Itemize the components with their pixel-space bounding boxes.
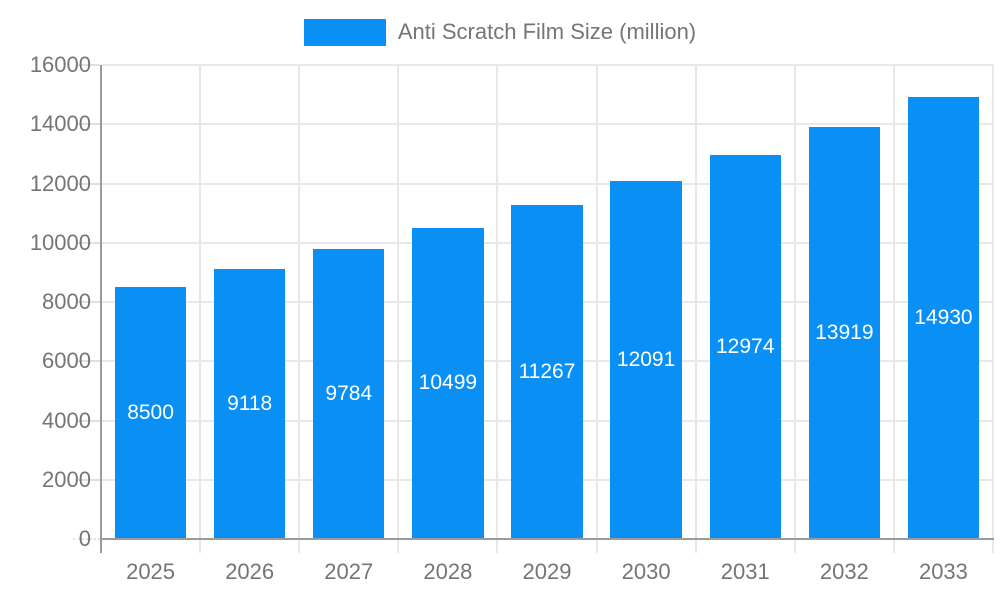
chart-legend[interactable]: Anti Scratch Film Size (million)	[0, 18, 1000, 46]
y-tick	[78, 123, 100, 126]
y-tick	[78, 360, 100, 363]
x-gridline	[694, 65, 697, 553]
x-gridline	[199, 65, 202, 553]
x-axis-label: 2029	[522, 559, 572, 584]
x-axis-label: 2032	[819, 559, 869, 584]
y-axis-label: 8000	[42, 289, 91, 314]
bar	[709, 154, 781, 539]
legend-label: Anti Scratch Film Size (million)	[397, 19, 697, 44]
bar-value-label: 14930	[914, 305, 973, 329]
y-tick	[78, 301, 100, 303]
bar-value-label: 12974	[716, 334, 775, 358]
bar	[114, 287, 187, 539]
x-axis-label: 2030	[621, 559, 671, 584]
y-gridline	[101, 123, 993, 126]
y-gridline	[101, 182, 993, 185]
bar	[907, 96, 980, 539]
bar-value-label: 10499	[418, 371, 478, 395]
bar-value-label: 13919	[815, 320, 874, 344]
bar	[808, 126, 880, 539]
y-axis-label: 0	[78, 526, 91, 551]
bar	[511, 205, 583, 539]
y-axis-label: 14000	[29, 111, 91, 137]
y-gridline	[101, 64, 993, 66]
bar	[213, 268, 286, 539]
bar-value-label: 11267	[518, 360, 576, 384]
bar-value-label: 12091	[616, 347, 676, 371]
x-gridline	[892, 65, 895, 553]
x-gridline	[298, 65, 301, 553]
y-tick	[78, 182, 100, 185]
bar	[610, 180, 682, 539]
x-axis-label: 2026	[225, 559, 275, 584]
bar-value-label: 9784	[325, 382, 373, 406]
y-tick	[78, 419, 100, 422]
x-gridline	[793, 65, 796, 553]
y-tick	[78, 241, 100, 244]
x-axis-line	[100, 538, 994, 540]
y-axis-label: 2000	[42, 466, 91, 492]
x-gridline	[496, 65, 499, 553]
legend-swatch	[303, 18, 386, 46]
bar	[313, 249, 385, 539]
x-gridline	[992, 65, 994, 553]
y-axis-label: 4000	[42, 407, 91, 433]
y-tick	[78, 64, 100, 66]
y-axis-label: 12000	[29, 170, 91, 196]
y-axis-label: 10000	[29, 229, 91, 255]
x-axis-label: 2025	[126, 559, 176, 584]
y-tick	[78, 478, 100, 481]
bar-value-label: 9118	[227, 391, 273, 415]
x-axis-label: 2033	[918, 559, 968, 584]
x-axis-label: 2027	[324, 559, 374, 584]
y-axis-label: 6000	[42, 348, 91, 374]
y-tick-zero	[73, 538, 100, 540]
y-axis-line	[100, 65, 102, 553]
x-gridline	[595, 65, 598, 553]
x-gridline	[397, 65, 400, 553]
x-axis-label: 2028	[423, 559, 473, 584]
bar	[412, 227, 484, 539]
x-axis-label: 2031	[720, 559, 770, 584]
y-axis-label: 16000	[29, 52, 91, 77]
bar-value-label: 8500	[127, 401, 174, 425]
